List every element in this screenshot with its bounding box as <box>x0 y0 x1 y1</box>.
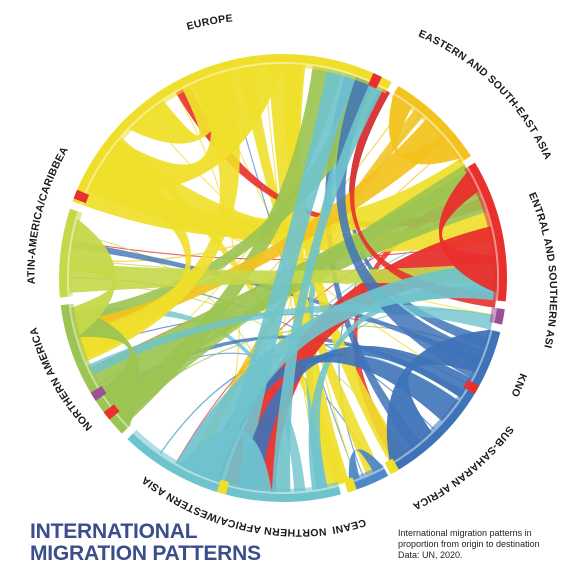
arc-inner-northern-africa-western-asia <box>133 429 339 494</box>
arc-accent-5 <box>463 379 480 394</box>
arc-accent-4 <box>384 458 399 475</box>
flow-ribbon-medium-9 <box>71 306 306 492</box>
arc-latin-america-caribbean <box>59 208 78 298</box>
self-flow-sub-saharan <box>386 329 491 464</box>
flow-ribbon-large-9 <box>114 164 476 422</box>
self-flow-europe <box>87 64 283 194</box>
flow-ribbon-large-1 <box>283 63 406 464</box>
page-title: INTERNATIONAL MIGRATION PATTERNS <box>30 521 290 565</box>
self-flow-eastern-asia <box>388 94 461 165</box>
flow-ribbon-medium-5 <box>71 240 482 365</box>
arc-eastern-se-asia <box>394 86 471 161</box>
arc-accent-2 <box>103 404 120 420</box>
arc-accent-0 <box>368 73 382 89</box>
flow-ribbon-medium-6 <box>325 73 421 449</box>
region-arcs <box>59 54 508 503</box>
flow-ribbon-medium-3 <box>353 184 480 462</box>
arc-sub-saharan-africa <box>391 330 501 472</box>
source-caption: International migration patterns in prop… <box>398 528 540 560</box>
flow-ribbon-large-19 <box>271 82 384 493</box>
flow-ribbon-large-11 <box>87 304 494 376</box>
flow-ribbons <box>68 63 498 493</box>
arc-inner-unknown <box>489 307 497 323</box>
title-line-1: INTERNATIONAL <box>30 520 198 543</box>
arc-europe <box>72 54 392 205</box>
arc-inner-eastern-se-asia <box>391 92 465 164</box>
arc-accent-1 <box>73 189 90 204</box>
flow-ribbon-large-3 <box>87 140 494 252</box>
arc-unknown <box>494 308 505 325</box>
self-flow-latin-america <box>69 219 116 337</box>
arc-northern-america <box>60 304 128 434</box>
self-flow-central-asia <box>438 171 498 293</box>
arc-inner-northern-america <box>68 303 132 428</box>
self-flow-europe-inner <box>129 70 232 144</box>
arc-central-southern-asia <box>468 162 508 302</box>
flow-ribbon-large-6 <box>73 119 447 341</box>
arc-accent-6 <box>344 477 357 493</box>
arc-oceania <box>346 468 389 493</box>
arc-northern-africa-western-asia <box>127 433 342 503</box>
arc-inner-central-southern-asia <box>463 166 499 301</box>
self-flow-oceania <box>348 449 384 482</box>
self-flow-north-america <box>71 307 141 427</box>
label-europe: EUROPE <box>185 12 233 32</box>
arc-inner-oceania <box>344 464 385 485</box>
title-line-2: MIGRATION PATTERNS <box>30 542 261 565</box>
arc-inner-latin-america-caribbean <box>66 211 83 297</box>
arc-inner-europe <box>80 62 388 206</box>
arc-accent-3 <box>216 479 230 495</box>
arc-accent-7 <box>90 386 107 401</box>
label-latin-america-caribbean: LATIN-AMERICA/CARIBBEAN <box>0 0 71 284</box>
